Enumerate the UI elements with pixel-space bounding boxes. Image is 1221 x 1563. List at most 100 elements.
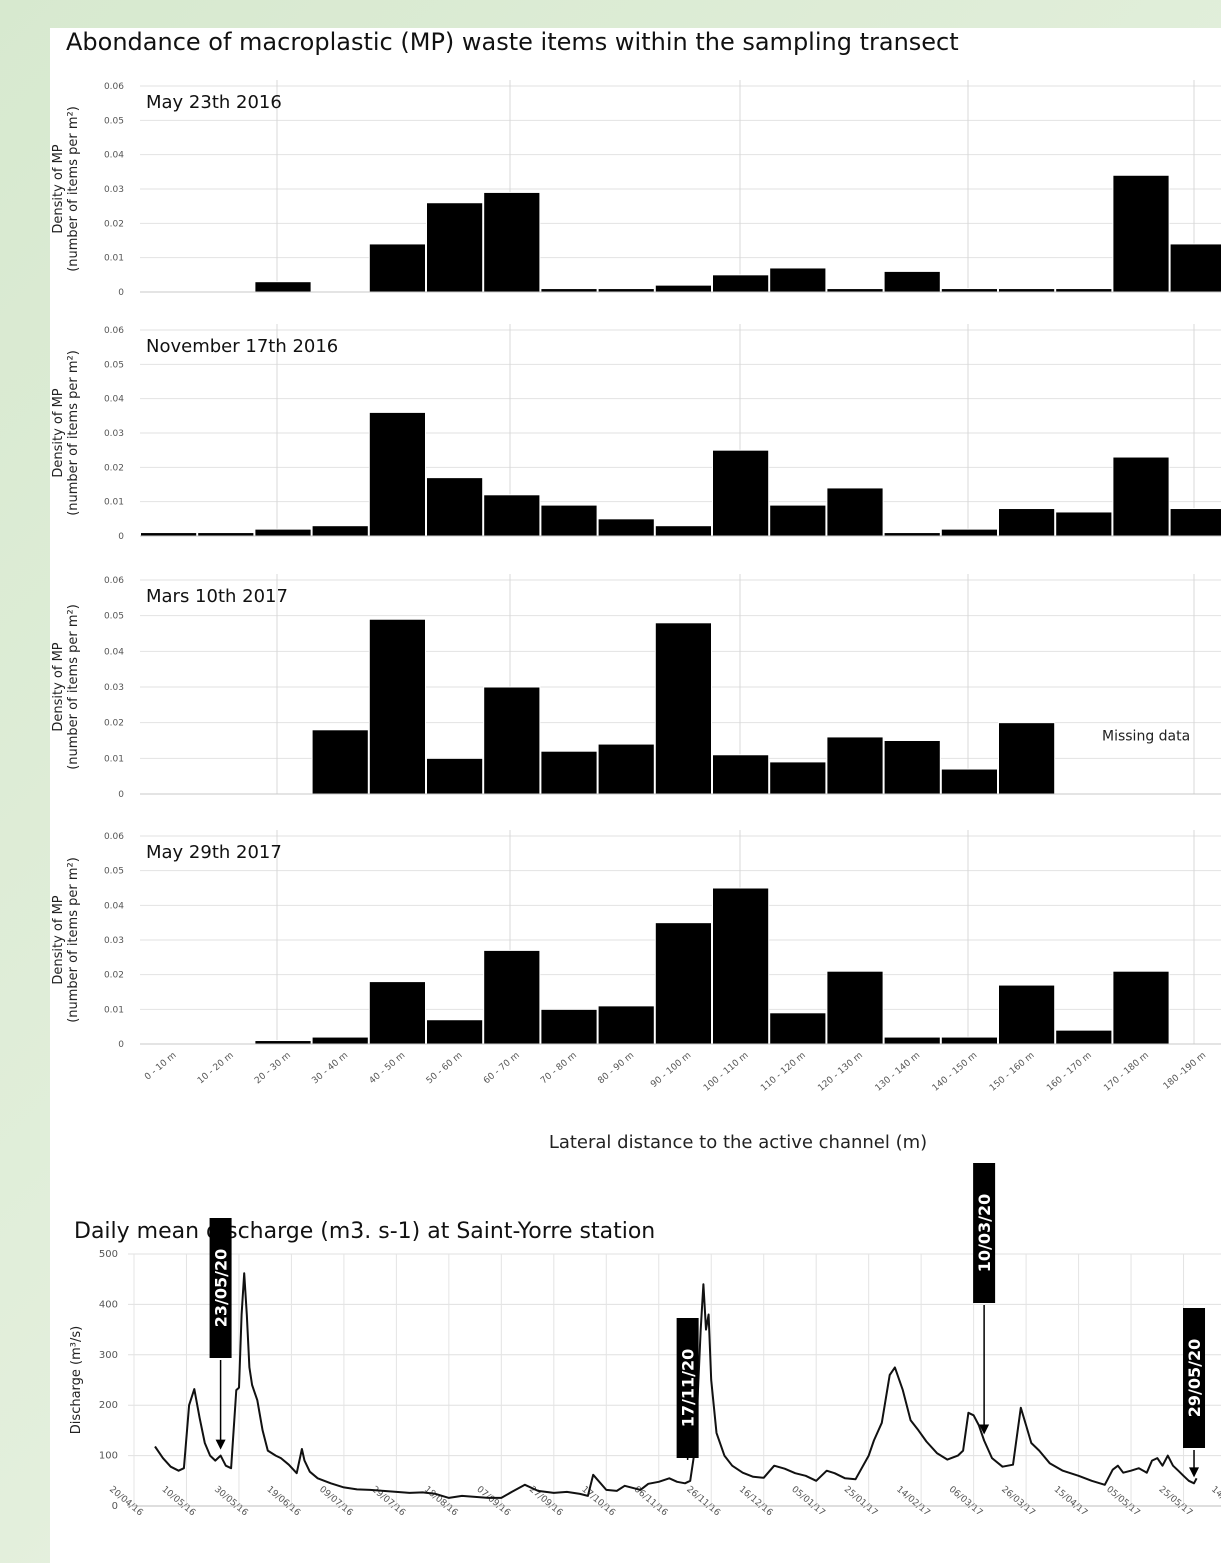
bar bbox=[483, 494, 541, 537]
line-y-tick-label: 100 bbox=[99, 1451, 118, 1462]
y-tick-label: 0.06 bbox=[104, 326, 124, 336]
bar bbox=[483, 686, 541, 795]
y-axis-label-line1: Density of MP bbox=[51, 388, 66, 477]
y-tick-label: 0.04 bbox=[104, 395, 124, 405]
bar bbox=[426, 1019, 484, 1045]
bar bbox=[311, 525, 369, 537]
date-annotation: 10/03/20 bbox=[973, 1163, 996, 1435]
bar bbox=[1055, 288, 1113, 293]
bar bbox=[1055, 511, 1113, 537]
bar bbox=[426, 477, 484, 537]
bar bbox=[1169, 243, 1221, 293]
bar bbox=[883, 270, 941, 293]
bar bbox=[712, 754, 770, 795]
bar bbox=[254, 1040, 312, 1045]
bar bbox=[769, 504, 827, 537]
line-x-tick-label: 26/03/17 bbox=[999, 1485, 1036, 1519]
line-x-tick-label: 26/11/16 bbox=[684, 1485, 722, 1519]
y-tick-label: 0.02 bbox=[104, 219, 124, 229]
bar-chart-title: Abondance of macroplastic (MP) waste ite… bbox=[66, 28, 959, 56]
line-y-tick-label: 200 bbox=[99, 1400, 118, 1411]
bar bbox=[1055, 1029, 1113, 1045]
series-name-label: May 29th 2017 bbox=[146, 842, 282, 863]
bar bbox=[654, 284, 712, 293]
y-tick-label: 0.01 bbox=[104, 754, 124, 764]
bar bbox=[597, 288, 655, 293]
y-axis-label-line1: Density of MP bbox=[51, 642, 66, 731]
y-axis-label-line2: (number of items per m²) bbox=[66, 604, 81, 770]
bar bbox=[368, 243, 426, 293]
bar bbox=[998, 722, 1056, 795]
line-x-tick-label: 07/09/16 bbox=[474, 1485, 512, 1519]
y-tick-label: 0 bbox=[118, 532, 124, 542]
y-tick-label: 0.02 bbox=[104, 463, 124, 473]
bar-chart-xlabel: Lateral distance to the active channel (… bbox=[549, 1132, 927, 1153]
y-tick-label: 0.04 bbox=[104, 901, 124, 911]
bar bbox=[426, 757, 484, 795]
category-tick-label: 130 - 140 m bbox=[874, 1051, 923, 1094]
bar-chart-panels: 0 0.01 0.02 0.03 0.04 0.05 0.06 May 23th 2016 De… bbox=[51, 80, 1221, 1094]
bar bbox=[712, 887, 770, 1045]
y-axis-label-line1: Density of MP bbox=[51, 144, 66, 233]
bar bbox=[998, 508, 1056, 537]
date-annotation-label: 17/11/20 bbox=[679, 1349, 698, 1427]
bar bbox=[597, 518, 655, 537]
date-annotation: 23/05/20 bbox=[209, 1218, 232, 1450]
line-x-tick-label: 09/07/16 bbox=[317, 1485, 355, 1519]
line-x-tick-label: 05/05/17 bbox=[1104, 1485, 1141, 1519]
bar bbox=[140, 532, 198, 537]
date-annotation-box bbox=[973, 1163, 996, 1303]
line-y-axis-label: Discharge (m³/s) bbox=[69, 1326, 84, 1434]
line-x-tick-label: 05/01/17 bbox=[789, 1485, 826, 1519]
date-annotation-label: 10/03/20 bbox=[975, 1194, 994, 1272]
bar bbox=[769, 1012, 827, 1045]
bar bbox=[883, 1036, 941, 1045]
bar bbox=[540, 750, 598, 795]
y-tick-label: 0.06 bbox=[104, 576, 124, 586]
bar bbox=[940, 528, 998, 537]
y-tick-label: 0.03 bbox=[104, 185, 124, 195]
bar bbox=[254, 528, 312, 537]
figure-canvas: Abondance of macroplastic (MP) waste ite… bbox=[51, 28, 1221, 1518]
line-x-tick-label: 14/02/17 bbox=[894, 1485, 931, 1519]
category-tick-label: 100 - 110 m bbox=[702, 1051, 751, 1094]
date-annotation-box bbox=[209, 1218, 232, 1358]
bar bbox=[1112, 970, 1170, 1045]
bar bbox=[998, 288, 1056, 293]
date-annotation-arrow-head bbox=[682, 1449, 693, 1460]
bar bbox=[712, 274, 770, 293]
bar bbox=[311, 729, 369, 795]
y-tick-label: 0.05 bbox=[104, 360, 124, 370]
date-annotation-arrow-head bbox=[215, 1439, 226, 1450]
y-tick-label: 0.05 bbox=[104, 612, 124, 622]
series-name-label: Mars 10th 2017 bbox=[146, 586, 288, 607]
date-annotation-arrow-head bbox=[979, 1424, 990, 1435]
category-tick-label: 10 - 20 m bbox=[196, 1051, 236, 1087]
figure-panel: Abondance of macroplastic (MP) waste ite… bbox=[50, 28, 1221, 1563]
bar bbox=[883, 740, 941, 795]
bar bbox=[826, 736, 884, 795]
line-y-tick-label: 500 bbox=[99, 1249, 118, 1260]
y-tick-label: 0.02 bbox=[104, 719, 124, 729]
date-annotation-label: 23/05/20 bbox=[212, 1249, 231, 1327]
bar bbox=[769, 761, 827, 795]
bar bbox=[483, 949, 541, 1045]
category-tick-label: 120 - 130 m bbox=[816, 1051, 865, 1094]
line-x-tick-label: 15/04/17 bbox=[1052, 1485, 1089, 1519]
date-annotation: 17/11/20 bbox=[676, 1318, 699, 1460]
line-x-tick-label: 06/03/17 bbox=[947, 1485, 984, 1519]
bar bbox=[826, 288, 884, 293]
line-x-tick-label: 14/06/17 bbox=[1209, 1485, 1221, 1519]
y-tick-label: 0.01 bbox=[104, 254, 124, 264]
line-x-tick-label: 27/09/16 bbox=[527, 1485, 565, 1519]
y-axis-label-line2: (number of items per m²) bbox=[66, 857, 81, 1023]
bar-panel-0: 0 0.01 0.02 0.03 0.04 0.05 0.06 May 23th 2016 De… bbox=[51, 80, 1221, 298]
line-chart-title: Daily mean discharge (m3. s-1) at Saint-… bbox=[74, 1219, 655, 1244]
bar bbox=[368, 411, 426, 537]
line-x-tick-label: 25/01/17 bbox=[842, 1485, 879, 1519]
date-annotation: 29/05/20 bbox=[1183, 1308, 1206, 1478]
category-tick-label: 70 - 80 m bbox=[539, 1051, 579, 1087]
date-annotation-arrow-head bbox=[1189, 1467, 1200, 1478]
line-y-tick-label: 300 bbox=[99, 1350, 118, 1361]
